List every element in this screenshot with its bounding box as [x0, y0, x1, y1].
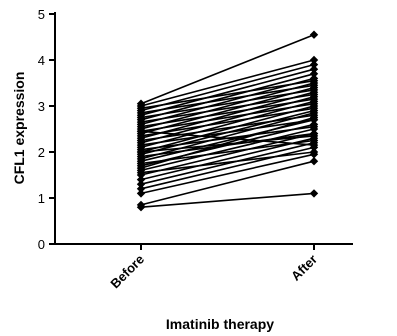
- point-after: [309, 136, 319, 145]
- pair-line: [140, 112, 315, 160]
- point-after: [309, 90, 319, 99]
- point-after: [309, 76, 319, 85]
- point-after: [309, 94, 319, 104]
- x-ticks: Before After: [107, 244, 320, 291]
- pair-line: [140, 119, 315, 146]
- x-category-label-before: Before: [107, 252, 147, 292]
- pair-line: [140, 142, 315, 185]
- point-after: [309, 65, 319, 74]
- point-before: [136, 175, 146, 184]
- pair-line: [140, 128, 315, 172]
- y-axis-title: CFL1 expression: [11, 72, 27, 185]
- pair-line: [140, 89, 315, 119]
- pair-line: [140, 102, 315, 133]
- point-after: [309, 60, 319, 69]
- point-after: [309, 189, 319, 198]
- pair-line: [140, 33, 315, 105]
- y-ticks: 0 1 2 3 4 5: [38, 7, 55, 252]
- pair-line: [140, 135, 315, 153]
- point-before: [136, 189, 146, 198]
- point-before: [136, 147, 146, 157]
- y-tick-label: 2: [38, 145, 45, 160]
- point-after: [309, 140, 319, 150]
- point-after: [309, 30, 319, 39]
- pair-4: [136, 143, 319, 193]
- point-before: [136, 184, 146, 193]
- y-tick-label: 3: [38, 99, 45, 114]
- pair-39: [136, 131, 319, 157]
- pair-37: [136, 30, 319, 108]
- pair-line: [140, 132, 315, 158]
- point-before: [136, 180, 146, 189]
- pair-1: [136, 189, 319, 212]
- y-tick-label: 0: [38, 237, 45, 252]
- point-after: [309, 122, 319, 131]
- x-axis-title: Imatinib therapy: [166, 316, 274, 332]
- point-after: [309, 99, 319, 108]
- point-after: [309, 113, 319, 122]
- pair-40: [136, 113, 319, 173]
- pair-line: [140, 114, 315, 142]
- pair-38: [136, 127, 319, 150]
- point-after: [309, 85, 319, 95]
- point-after: [309, 81, 319, 90]
- axes: [54, 12, 353, 245]
- pair-line: [140, 59, 315, 107]
- paired-lines: [136, 30, 319, 212]
- point-after: [309, 147, 319, 157]
- pair-line: [140, 160, 315, 206]
- pair-line: [140, 153, 315, 195]
- pair-line: [140, 151, 315, 174]
- y-tick-label: 5: [38, 7, 45, 22]
- point-before: [136, 163, 146, 173]
- point-before: [136, 200, 146, 210]
- pair-line: [140, 116, 315, 169]
- y-tick-label: 1: [38, 191, 45, 206]
- pair-line: [140, 84, 315, 114]
- pair-line: [140, 98, 315, 128]
- pair-2: [136, 157, 319, 210]
- point-after: [309, 55, 319, 65]
- pair-line: [140, 93, 315, 123]
- point-after: [309, 69, 319, 78]
- pair-line: [140, 146, 315, 190]
- point-after: [309, 157, 319, 166]
- point-before: [136, 127, 146, 136]
- y-tick-label: 4: [38, 53, 45, 68]
- point-after: [309, 131, 319, 141]
- pair-line: [140, 132, 315, 176]
- point-after: [309, 104, 319, 113]
- pair-line: [140, 192, 315, 208]
- pair-line: [140, 79, 315, 110]
- point-before: [136, 99, 146, 108]
- pair-line: [140, 130, 315, 146]
- x-category-label-after: After: [288, 252, 320, 284]
- pair-line: [140, 107, 315, 137]
